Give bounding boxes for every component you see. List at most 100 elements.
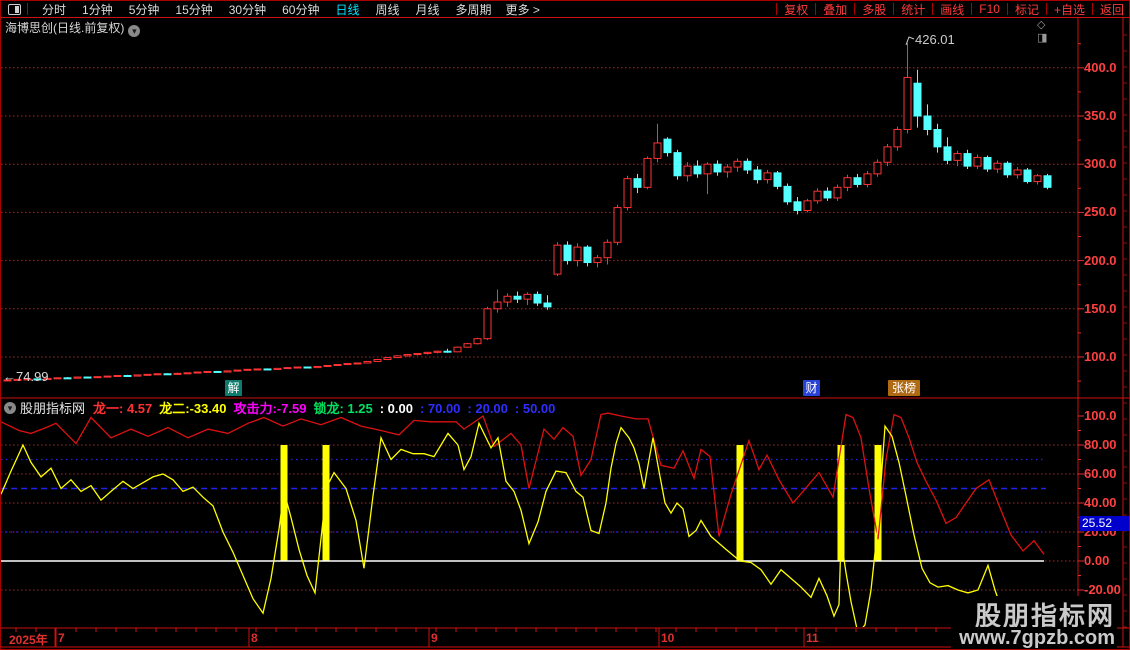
tool-menu-item-4[interactable]: 画线 <box>940 2 965 17</box>
tool-menu-item-2[interactable]: 多股 <box>862 2 887 17</box>
candle-52 <box>523 293 532 300</box>
indicator-axis-label: 40.00 <box>1084 495 1117 510</box>
signal-bar <box>874 445 882 561</box>
menu-separator <box>1006 3 1008 15</box>
candle-37 <box>373 359 382 362</box>
indicator-axis-label: 60.00 <box>1084 466 1117 481</box>
candle-27 <box>273 367 282 371</box>
candle-30 <box>303 366 312 369</box>
candle-101 <box>1013 169 1022 176</box>
candle-57 <box>573 246 582 262</box>
collapse-indicator-icon[interactable]: ▾ <box>4 401 16 414</box>
indicator-field-5: : 70.00 <box>419 401 461 416</box>
window-layout-icon[interactable] <box>8 3 21 15</box>
candle-60 <box>603 241 612 259</box>
candle-74 <box>743 160 752 171</box>
title-bar-icons[interactable]: ◇ ◨ <box>1037 19 1057 44</box>
menu-separator <box>893 3 895 15</box>
candle-59 <box>593 257 602 264</box>
candle-90 <box>903 76 912 130</box>
menu-item-10[interactable]: 更多 > <box>505 2 540 17</box>
candle-23 <box>233 369 242 372</box>
period-menu: 分时 1分钟 5分钟 15分钟 30分钟 60分钟 日线 周线 月线 多周期 更多 > <box>34 1 546 18</box>
menu-item-4[interactable]: 30分钟 <box>228 2 267 17</box>
indicator-source-label: 股朋指标网 <box>20 401 86 416</box>
price-axis-label: 150.0 <box>1084 300 1117 316</box>
menu-separator <box>1091 3 1093 15</box>
candle-15 <box>153 373 162 376</box>
candle-50 <box>503 295 512 303</box>
candle-94 <box>943 146 952 161</box>
tool-menu-item-5[interactable]: F10 <box>979 2 1000 16</box>
month-label-1: 8 <box>251 631 258 645</box>
chevron-down-icon[interactable]: ▾ <box>128 25 141 37</box>
news-flag-0[interactable]: 解 <box>225 380 242 396</box>
candle-11 <box>113 375 122 378</box>
candle-99 <box>993 162 1002 170</box>
price-axis-label: 350.0 <box>1084 108 1117 123</box>
menu-item-2[interactable]: 5分钟 <box>128 2 160 17</box>
candle-83 <box>833 186 842 199</box>
candle-53 <box>533 293 542 304</box>
candle-103 <box>1033 175 1042 183</box>
candle-14 <box>143 373 152 376</box>
indicator-axis-label: -20.00 <box>1084 582 1121 597</box>
candle-24 <box>243 368 252 371</box>
indicator-values: 龙一: 4.57 龙二:-33.40 攻击力:-7.59 锁龙: 1.25: 0.00… <box>93 398 562 417</box>
price-axis-label: 400.0 <box>1084 59 1117 75</box>
candle-17 <box>173 372 182 375</box>
signal-bar <box>322 445 330 561</box>
candle-98 <box>983 156 992 170</box>
menu-separator <box>815 3 817 15</box>
candle-31 <box>313 365 322 369</box>
news-flag-1[interactable]: 财 <box>803 380 820 396</box>
tool-menu-item-1[interactable]: 叠加 <box>823 2 848 17</box>
high-price-annotation: 426.01 <box>915 32 955 47</box>
indicator-field-6: : 20.00 <box>467 401 508 416</box>
menu-item-7[interactable]: 周线 <box>375 2 400 17</box>
candle-29 <box>293 366 302 369</box>
candle-33 <box>333 364 342 367</box>
candle-76 <box>763 172 772 181</box>
candle-28 <box>283 367 292 370</box>
price-axis-label: 200.0 <box>1084 252 1117 268</box>
tool-menu-item-0[interactable]: 复权 <box>784 2 809 17</box>
indicator-field-0: 龙一: 4.57 <box>93 401 153 416</box>
candle-81 <box>813 190 822 202</box>
price-axis-label: 100.0 <box>1084 349 1117 364</box>
menu-item-8[interactable]: 月线 <box>415 2 440 17</box>
candle-42 <box>423 351 432 355</box>
candle-46 <box>463 343 472 348</box>
menu-item-6[interactable]: 日线 <box>335 2 360 17</box>
candle-61 <box>613 207 622 243</box>
news-flag-2[interactable]: 张榜 <box>888 380 920 396</box>
menu-item-9[interactable]: 多周期 <box>455 2 492 17</box>
indicator-field-4: : 0.00 <box>379 401 413 416</box>
candle-80 <box>803 200 812 211</box>
tool-menu-item-8[interactable]: 返回 <box>1099 2 1124 17</box>
menu-item-0[interactable]: 分时 <box>42 2 67 17</box>
candle-48 <box>483 308 492 340</box>
tool-menu-item-7[interactable]: +自选 <box>1053 2 1085 17</box>
tool-menu-item-3[interactable]: 统计 <box>901 2 926 17</box>
candle-1 <box>13 378 22 381</box>
menu-item-5[interactable]: 60分钟 <box>282 2 320 17</box>
candle-91 <box>913 82 922 117</box>
indicator-current-value: 25.52 <box>1079 516 1129 531</box>
candle-45 <box>453 346 462 353</box>
menu-item-3[interactable]: 15分钟 <box>175 2 213 17</box>
candle-21 <box>213 370 222 373</box>
candle-100 <box>1003 162 1012 176</box>
title-bar: 海博思创(日线.前复权) ▾ ◇ ◨ <box>1 18 1077 44</box>
watermark-site-name: 股朋指标网 <box>968 596 1115 633</box>
low-price-annotation: ←74.99 <box>3 369 49 384</box>
candle-2 <box>23 378 32 381</box>
candle-104 <box>1043 175 1052 188</box>
candle-25 <box>253 368 262 371</box>
candle-9 <box>93 376 102 379</box>
tool-menu-item-6[interactable]: 标记 <box>1014 2 1039 17</box>
menu-item-1[interactable]: 1分钟 <box>82 2 113 17</box>
candle-95 <box>953 153 962 161</box>
candle-63 <box>633 178 642 188</box>
